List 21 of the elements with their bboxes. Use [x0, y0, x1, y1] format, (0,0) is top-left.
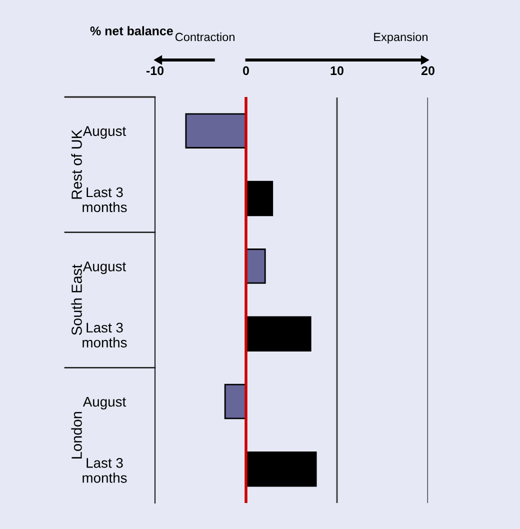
x-tick-label: -10	[146, 66, 164, 76]
bar	[245, 248, 266, 284]
bar	[245, 180, 274, 216]
text: Contraction	[175, 32, 234, 42]
bar	[185, 113, 247, 148]
x-axis-title: % net balance	[90, 26, 173, 36]
text: Rest of UK	[71, 130, 82, 199]
y-tick-label: August	[82, 396, 126, 410]
text: Expansion	[374, 32, 428, 44]
y-tick-label: Last 3 months	[82, 458, 127, 483]
y-tick-label: Last 3 months	[82, 187, 127, 212]
x-tick-label: 10	[330, 66, 344, 76]
y-tick-label: Last 3 months	[82, 322, 127, 348]
bar	[245, 316, 312, 352]
x-tick-label: 20	[421, 66, 434, 76]
x-tick-label: 0	[243, 66, 249, 76]
bar	[245, 452, 317, 487]
text: South East	[71, 264, 82, 336]
y-tick-label: August	[82, 126, 126, 139]
y-tick-label: August	[82, 262, 126, 274]
text: London	[71, 412, 82, 458]
